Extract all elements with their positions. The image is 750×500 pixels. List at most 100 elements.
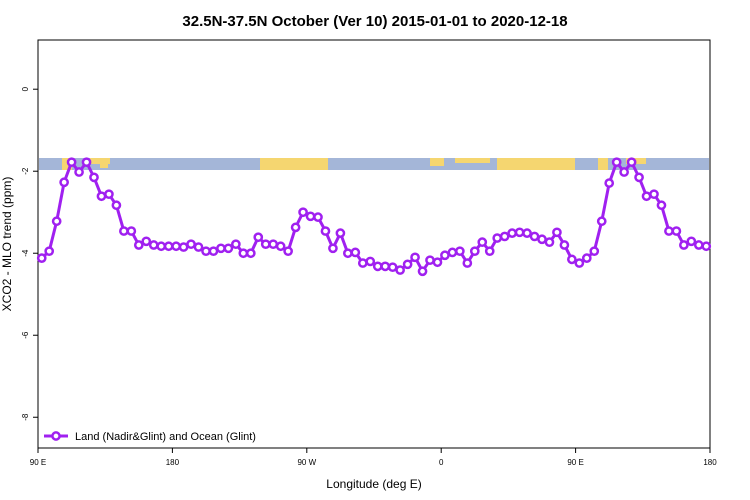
data-point [469, 246, 480, 257]
data-point [156, 241, 167, 252]
data-point [268, 239, 279, 250]
data-point [178, 242, 189, 252]
data-point [81, 157, 92, 168]
data-point [141, 236, 152, 247]
data-point [96, 191, 107, 202]
data-point [402, 259, 413, 270]
data-point [350, 247, 361, 258]
y-tick-label: -8 [21, 413, 30, 421]
data-point [395, 265, 405, 275]
data-point [649, 189, 659, 200]
data-point [305, 211, 316, 222]
data-point [148, 240, 159, 250]
x-tick-label: 180 [166, 458, 180, 467]
data-point [231, 239, 241, 250]
data-point [574, 258, 585, 268]
land-ocean-strip [39, 158, 709, 170]
data-point [634, 172, 644, 183]
data-point [499, 231, 510, 242]
data-point [462, 258, 473, 268]
data-point [671, 226, 682, 236]
data-point [701, 241, 712, 252]
y-tick-label: -2 [21, 167, 30, 175]
data-point [611, 157, 622, 168]
data-point [641, 191, 652, 202]
x-axis-label: Longitude (deg E) [326, 477, 421, 491]
data-point [380, 261, 391, 272]
data-point [410, 252, 420, 263]
data-point [507, 228, 517, 238]
data-point [417, 266, 428, 277]
data-point [387, 262, 398, 273]
data-point [604, 178, 615, 188]
data-point [119, 226, 129, 236]
data-point [365, 256, 376, 267]
data-point [283, 246, 293, 257]
data-point [245, 248, 256, 259]
data-point [455, 246, 465, 257]
data-point [432, 257, 443, 268]
data-point [171, 241, 181, 252]
data-point [290, 222, 301, 233]
data-point [447, 247, 458, 258]
data-point [357, 258, 368, 268]
x-tick-label: 90 W [297, 458, 316, 467]
data-point [335, 228, 346, 238]
data-point [440, 250, 450, 261]
x-tick-label: 90 E [567, 458, 583, 467]
data-point [626, 157, 637, 168]
data-point [656, 200, 667, 211]
data-point [186, 239, 196, 250]
data-point [163, 241, 174, 252]
data-point [59, 177, 69, 188]
x-tick-label: 180 [703, 458, 717, 467]
data-point [320, 226, 331, 236]
y-tick-label: -6 [21, 331, 30, 339]
data-point [559, 240, 570, 250]
data-point [522, 228, 532, 238]
data-point [686, 236, 697, 247]
data-point [216, 243, 226, 254]
data-point [74, 167, 84, 177]
y-tick-label: 0 [21, 86, 30, 91]
data-point [238, 248, 249, 259]
chart-title: 32.5N-37.5N October (Ver 10) 2015-01-01 … [182, 13, 567, 30]
data-point [313, 212, 323, 222]
data-point [514, 227, 525, 238]
legend-marker [51, 431, 61, 441]
data-point [260, 239, 271, 250]
data-point [529, 231, 540, 242]
data-point [193, 242, 204, 252]
data-point [693, 240, 704, 250]
data-point [596, 216, 607, 227]
data-point [589, 246, 600, 257]
data-point [328, 243, 338, 254]
data-point [133, 240, 144, 250]
data-point [275, 241, 286, 252]
data-point [492, 233, 503, 243]
data-point [104, 189, 114, 200]
data-point [253, 232, 264, 243]
data-point [581, 253, 592, 263]
x-tick-label: 90 E [30, 458, 46, 467]
data-point [537, 234, 547, 245]
data-point [425, 255, 435, 266]
y-axis-label: XCO2 - MLO trend (ppm) [0, 177, 14, 312]
data-point [372, 261, 383, 272]
data-point [477, 237, 488, 248]
data-point [544, 237, 555, 248]
data-point [36, 253, 47, 263]
data-point [298, 207, 308, 218]
y-tick-label: -4 [21, 249, 30, 257]
data-point [679, 240, 689, 250]
data-point [201, 246, 211, 257]
data-point [664, 226, 674, 236]
data-point [343, 248, 353, 259]
data-point [126, 226, 137, 236]
data-point [208, 246, 219, 257]
series-line [40, 159, 707, 275]
data-point [51, 216, 62, 227]
data-point [567, 254, 577, 265]
data-point [66, 157, 77, 168]
